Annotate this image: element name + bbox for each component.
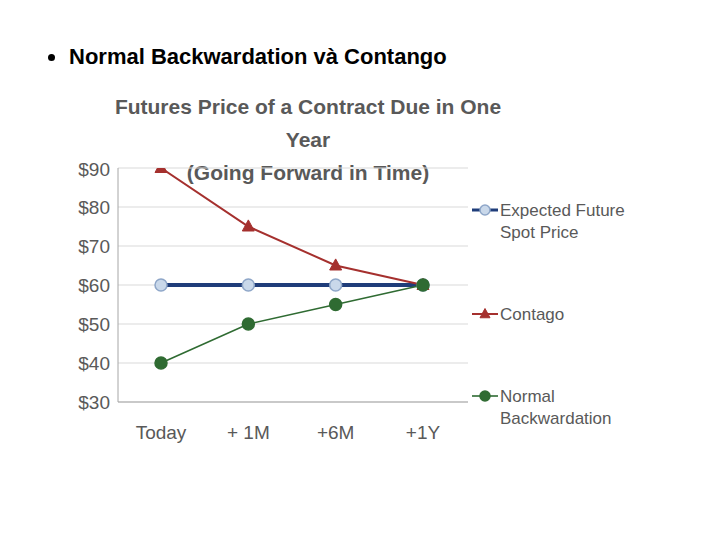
html-text:(Going Forward in Time): (Going Forward in Time) xyxy=(186,161,430,184)
html-text:Normal Backwardation và Contan: Normal Backwardation và Contango xyxy=(69,44,447,69)
svg-text:$80: $80 xyxy=(78,197,110,218)
html-text:Normal Backwardation: Normal Backwardation xyxy=(500,387,612,428)
html-text:Futures Price of a Contract Du: Futures Price of a Contract Due in One Y… xyxy=(114,95,502,151)
html-text:Contago: Contago xyxy=(500,305,565,324)
svg-text:$90: $90 xyxy=(78,159,110,180)
svg-text:$70: $70 xyxy=(78,236,110,257)
svg-text:$40: $40 xyxy=(78,353,110,374)
svg-text:Today: Today xyxy=(136,422,187,443)
svg-text:+6M: +6M xyxy=(317,422,355,443)
svg-text:$50: $50 xyxy=(78,314,110,335)
svg-text:+ 1M: + 1M xyxy=(227,422,270,443)
svg-text:$60: $60 xyxy=(78,275,110,296)
html-text:Expected Future Spot Price: Expected Future Spot Price xyxy=(500,201,625,242)
svg-text:$30: $30 xyxy=(78,392,110,413)
svg-text:+1Y: +1Y xyxy=(406,422,441,443)
